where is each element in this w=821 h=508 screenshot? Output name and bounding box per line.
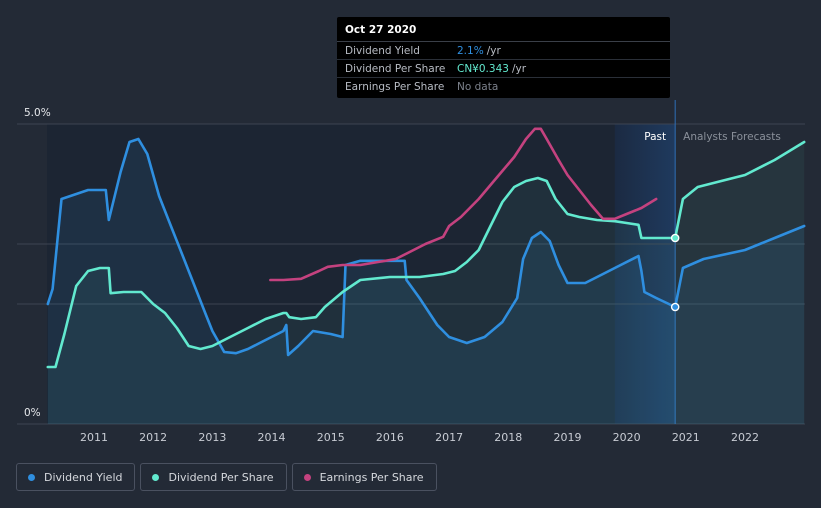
x-tick-label: 2011 xyxy=(80,431,108,444)
tooltip-unit: /yr xyxy=(486,44,501,57)
legend-dot-icon xyxy=(28,473,35,481)
tooltip-row-dividend-per-share: Dividend Per Share CN¥0.343 /yr xyxy=(337,60,670,78)
axes: 5.0% 0% 2011 2012 2013 2014 2015 2016 2017 2018 20… xyxy=(24,107,781,444)
x-tick-label: 2012 xyxy=(139,431,167,444)
tooltip-label: Earnings Per Share xyxy=(345,80,445,93)
area-dividend-yield xyxy=(47,139,805,424)
legend-label: Dividend Per Share xyxy=(168,470,274,484)
y-tick-label: 0% xyxy=(24,407,41,419)
series-line-earnings-per-share xyxy=(269,127,658,282)
legend: Dividend Yield Dividend Per Share Earnin… xyxy=(16,463,437,491)
x-tick-label: 2017 xyxy=(435,431,463,444)
legend-item-dividend-per-share[interactable]: Dividend Per Share xyxy=(140,463,287,491)
series-lines xyxy=(46,127,806,369)
legend-dot-icon xyxy=(152,473,160,481)
legend-dot-icon xyxy=(303,473,311,481)
tooltip-label: Dividend Per Share xyxy=(345,62,446,75)
past-label: Past xyxy=(644,131,666,143)
tooltip-value: No data xyxy=(457,80,499,93)
marker-dividend-yield xyxy=(670,302,680,312)
series-line-dividend-per-share xyxy=(46,140,806,369)
series-line-dividend-yield xyxy=(46,137,806,357)
x-tick-label: 2021 xyxy=(672,431,700,444)
y-tick-label: 5.0% xyxy=(24,107,51,119)
x-tick-label: 2016 xyxy=(376,431,404,444)
legend-item-dividend-yield[interactable]: Dividend Yield xyxy=(16,463,136,491)
recent-highlight-region xyxy=(614,124,676,424)
tooltip-date: Oct 27 2020 xyxy=(337,24,670,42)
legend-label: Dividend Yield xyxy=(44,470,123,484)
tooltip-row-earnings-per-share: Earnings Per Share No data xyxy=(337,78,670,95)
x-tick-label: 2014 xyxy=(258,431,286,444)
x-tick-label: 2015 xyxy=(317,431,345,444)
tooltip-value: 2.1% xyxy=(457,44,484,57)
x-tick-label: 2018 xyxy=(494,431,522,444)
marker-dividend-per-share xyxy=(670,233,680,243)
tooltip-unit: /yr xyxy=(511,62,527,75)
hover-tooltip: Oct 27 2020 Dividend Yield 2.1% /yr Divi… xyxy=(337,17,670,98)
hover-markers xyxy=(670,233,680,312)
legend-item-earnings-per-share[interactable]: Earnings Per Share xyxy=(291,463,437,491)
legend-label: Earnings Per Share xyxy=(319,470,424,484)
x-tick-label: 2013 xyxy=(198,431,226,444)
tooltip-row-dividend-yield: Dividend Yield 2.1% /yr xyxy=(337,42,670,60)
x-tick-label: 2022 xyxy=(731,431,759,444)
forecast-label: Analysts Forecasts xyxy=(683,131,781,143)
tooltip-value: CN¥0.343 xyxy=(457,62,509,75)
tooltip-label: Dividend Yield xyxy=(345,44,420,57)
x-tick-label: 2020 xyxy=(613,431,641,444)
x-tick-label: 2019 xyxy=(553,431,581,444)
